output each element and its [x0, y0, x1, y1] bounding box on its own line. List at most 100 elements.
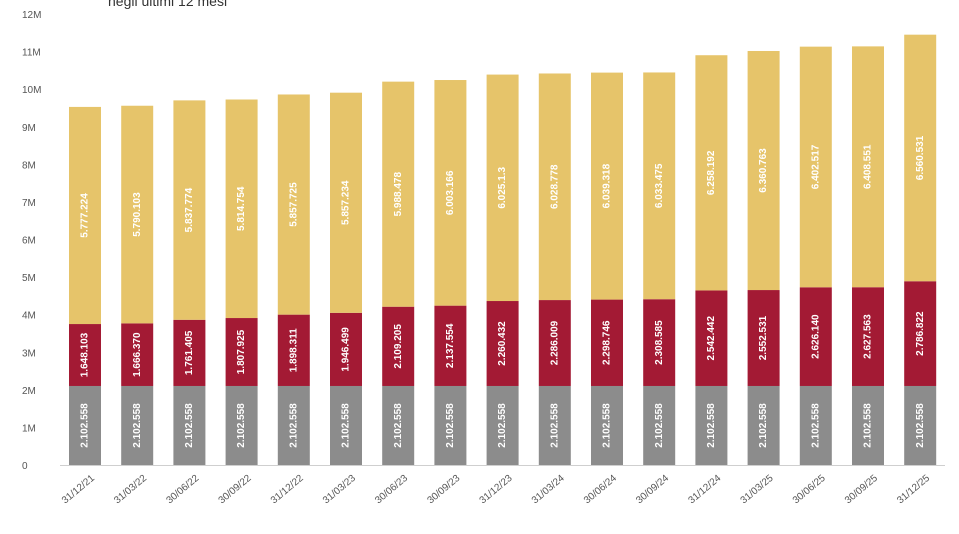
bar-segment [330, 312, 362, 386]
bar-segment [695, 385, 728, 465]
bar-stack: 2.102.558 2.542.442 6.258.192 [695, 55, 728, 465]
data-label: 1.666.370 [132, 332, 143, 377]
bar-stack: 2.102.558 2.286.009 6.028.778 [538, 73, 571, 465]
x-tick-label: 31/12/25 [895, 473, 932, 507]
bar-stack: 2.102.558 2.786.822 6.560.531 [904, 34, 937, 465]
data-label: 6.039.318 [602, 163, 613, 208]
data-label: 2.102.558 [288, 403, 299, 448]
y-tick-label: 2M [22, 386, 36, 397]
bar-segment [695, 55, 728, 291]
bar-segment [121, 385, 154, 465]
data-label: 2.308.585 [654, 320, 665, 365]
bar-segment [69, 324, 101, 386]
bar-segment [799, 46, 832, 288]
x-tick-label: 31/12/24 [686, 473, 723, 507]
bar-segment [486, 301, 519, 386]
data-label: 2.260.432 [497, 321, 508, 366]
data-label: 6.028.778 [549, 164, 560, 209]
bar-segment [904, 34, 937, 282]
bar-stack: 2.102.558 1.807.925 5.814.754 [225, 99, 258, 465]
bar-segment [121, 323, 154, 386]
data-label: 2.102.558 [341, 403, 352, 448]
bar-segment [852, 46, 884, 288]
bar-segment [173, 319, 206, 386]
x-tick-label: 30/09/22 [217, 473, 254, 507]
bar-segment [747, 290, 780, 386]
bar-stack: 2.102.558 2.308.585 6.033.475 [643, 72, 676, 465]
bar-segment [434, 305, 467, 386]
y-tick-label: 8M [22, 160, 36, 171]
bar-stack: 2.102.558 1.666.370 5.790.103 [121, 105, 154, 465]
bar-segment [904, 385, 937, 465]
data-label: 5.837.774 [184, 187, 195, 232]
data-label: 2.102.558 [758, 403, 769, 448]
data-label: 2.137.554 [445, 323, 456, 368]
bar-segment [486, 385, 519, 465]
data-label: 5.814.754 [236, 186, 247, 231]
y-tick-label: 10M [22, 85, 41, 96]
data-label: 2.102.558 [810, 403, 821, 448]
data-label: 2.102.558 [654, 403, 665, 448]
data-label: 1.898.311 [288, 328, 299, 372]
bar-segment [538, 300, 571, 386]
bar-segment [173, 385, 206, 465]
y-tick-label: 11M [22, 48, 41, 59]
bar-segment [852, 287, 884, 386]
data-label: 2.102.558 [497, 403, 508, 448]
data-label: 5.988.478 [393, 171, 404, 216]
bar-segment [69, 106, 101, 325]
data-label: 5.857.725 [288, 182, 299, 227]
data-label: 6.025.1.3 [497, 167, 508, 209]
bar-segment [695, 290, 728, 386]
data-label: 2.102.558 [184, 403, 195, 448]
bar-segment [538, 73, 571, 301]
bar-stack: 2.102.558 1.761.405 5.837.774 [173, 100, 206, 465]
x-tick-label: 30/06/24 [582, 473, 619, 507]
x-tick-label: 30/09/24 [634, 473, 671, 507]
data-label: 2.102.558 [915, 403, 926, 448]
data-label: 2.102.558 [863, 403, 874, 448]
y-tick-label: 12M [22, 10, 41, 21]
bar-segment [799, 385, 832, 465]
bar-segment [382, 306, 415, 386]
x-tick-label: 30/09/23 [425, 473, 462, 507]
x-tick-label: 31/12/22 [269, 473, 306, 507]
data-label: 2.552.531 [758, 315, 769, 360]
bar-segment [173, 100, 206, 320]
bar-segment [799, 287, 832, 386]
bar-segment [904, 281, 937, 386]
y-tick-label: 3M [22, 348, 36, 359]
data-label: 6.360.763 [758, 148, 769, 193]
data-label: 6.402.517 [810, 144, 821, 189]
data-label: 5.790.103 [132, 192, 143, 237]
bar-segment [330, 92, 362, 313]
bar-segment [382, 385, 415, 465]
bar-stack: 2.102.558 1.946.499 5.857.234 [330, 92, 362, 465]
bar-stack: 2.102.558 2.627.563 6.408.551 [852, 46, 884, 465]
y-tick-label: 1M [22, 423, 36, 434]
chart-title: negli ultimi 12 mesi [108, 0, 228, 9]
data-label: 5.857.234 [341, 180, 352, 225]
data-label: 6.033.475 [654, 163, 665, 208]
x-tick-label: 30/06/23 [373, 473, 410, 507]
data-label: 2.102.558 [132, 403, 143, 448]
data-label: 2.627.563 [863, 314, 874, 359]
data-label: 6.003.166 [445, 170, 456, 215]
x-tick-label: 31/03/25 [739, 473, 776, 507]
bar-segment [121, 105, 154, 324]
y-tick-label: 6M [22, 236, 36, 247]
data-label: 6.258.192 [706, 150, 717, 195]
bar-segment [225, 385, 258, 465]
bar-segment [643, 72, 676, 300]
x-tick-label: 30/06/22 [164, 473, 201, 507]
x-tick-label: 31/12/23 [478, 473, 515, 507]
data-label: 2.109.205 [393, 324, 404, 369]
data-label: 1.648.103 [80, 332, 91, 377]
x-tick-label: 30/09/25 [843, 473, 880, 507]
data-label: 1.946.499 [341, 327, 352, 372]
bar-segment [643, 385, 676, 465]
bar-segment [591, 72, 623, 300]
data-label: 2.542.442 [706, 316, 717, 361]
data-label: 2.102.558 [602, 403, 613, 448]
x-tick-label: 31/03/23 [321, 473, 358, 507]
